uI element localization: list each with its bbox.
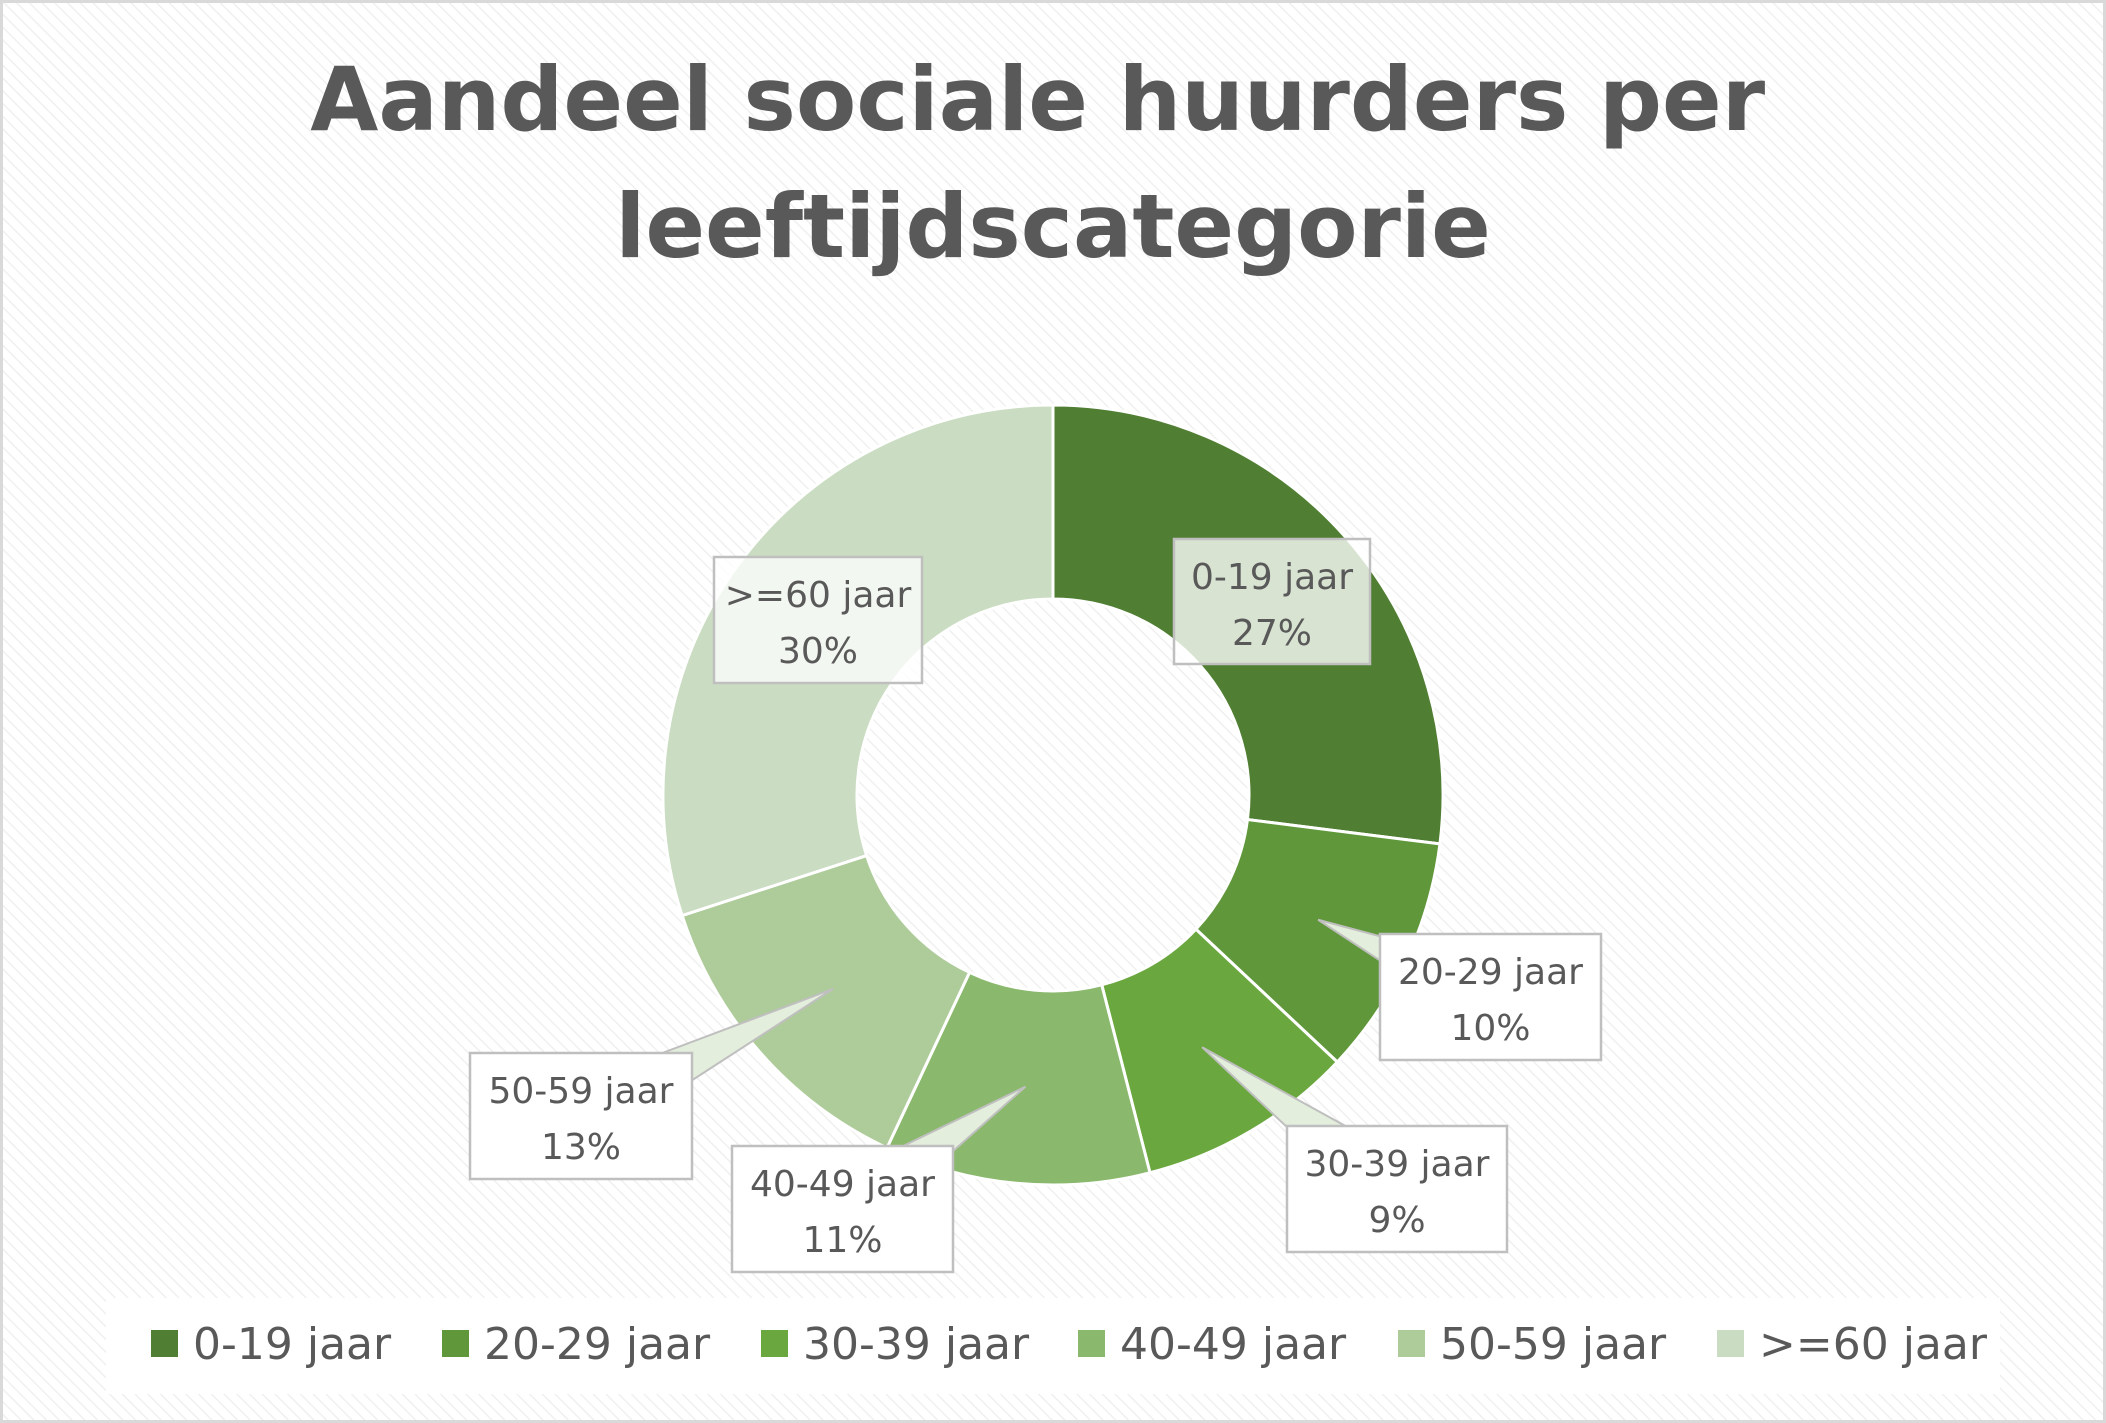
- label-box-20-29-jaar: [1378, 932, 1603, 1062]
- chart-title-line-1: Aandeel sociale huurders per: [310, 48, 1765, 151]
- legend-label-0-19-jaar: 0-19 jaar: [193, 1319, 392, 1370]
- legend-background: [106, 1298, 2000, 1394]
- label-value-20-29-jaar: 10%: [1450, 1008, 1530, 1049]
- legend-label-gte-60-jaar: >=60 jaar: [1759, 1319, 1988, 1370]
- label-category-40-49-jaar: 40-49 jaar: [750, 1164, 935, 1205]
- label-value-50-59-jaar: 13%: [541, 1127, 621, 1168]
- legend-swatch-20-29-jaar: [442, 1330, 469, 1357]
- legend-item-gte-60-jaar[interactable]: >=60 jaar: [1717, 1319, 1988, 1370]
- legend-label-30-39-jaar: 30-39 jaar: [803, 1319, 1030, 1370]
- label-box-30-39-jaar: [1285, 1124, 1509, 1254]
- label-box-0-19-jaar: [1172, 537, 1372, 666]
- label-box-gte-60-jaar: [712, 555, 924, 685]
- data-label-0-19-jaar: 0-19 jaar 27%: [1172, 537, 1372, 666]
- label-value-gte-60-jaar: 30%: [778, 631, 858, 672]
- legend-item-30-39-jaar[interactable]: 30-39 jaar: [761, 1319, 1030, 1370]
- legend-item-0-19-jaar[interactable]: 0-19 jaar: [151, 1319, 392, 1370]
- label-box-40-49-jaar: [730, 1144, 955, 1274]
- legend-swatch-0-19-jaar: [151, 1330, 178, 1357]
- legend-swatch-gte-60-jaar: [1717, 1330, 1744, 1357]
- data-label-20-29-jaar: 20-29 jaar 10%: [1317, 918, 1603, 1062]
- legend-item-40-49-jaar[interactable]: 40-49 jaar: [1078, 1319, 1347, 1370]
- label-category-0-19-jaar: 0-19 jaar: [1191, 557, 1353, 598]
- data-label-40-49-jaar: 40-49 jaar 11%: [730, 1085, 1027, 1274]
- chart-title-line-2: leeftijdscategorie: [615, 175, 1491, 278]
- label-value-40-49-jaar: 11%: [802, 1220, 882, 1261]
- legend: 0-19 jaar 20-29 jaar 30-39 jaar 40-49 jaar 5…: [151, 1319, 1988, 1370]
- legend-label-20-29-jaar: 20-29 jaar: [484, 1319, 711, 1370]
- legend-label-40-49-jaar: 40-49 jaar: [1120, 1319, 1347, 1370]
- data-labels: 0-19 jaar 27% 20-29 jaar 10% 30-39 jaar 9% 40-…: [468, 537, 1603, 1274]
- label-value-0-19-jaar: 27%: [1232, 613, 1312, 654]
- legend-swatch-50-59-jaar: [1398, 1330, 1425, 1357]
- legend-item-50-59-jaar[interactable]: 50-59 jaar: [1398, 1319, 1667, 1370]
- slice-50-59-jaar[interactable]: [680, 853, 972, 1150]
- label-value-30-39-jaar: 9%: [1368, 1200, 1425, 1241]
- legend-label-50-59-jaar: 50-59 jaar: [1440, 1319, 1667, 1370]
- chart-title: Aandeel sociale huurders per leeftijdsca…: [310, 48, 1795, 278]
- label-category-50-59-jaar: 50-59 jaar: [489, 1071, 674, 1112]
- label-category-20-29-jaar: 20-29 jaar: [1398, 952, 1583, 993]
- data-label-50-59-jaar: 50-59 jaar 13%: [468, 987, 834, 1181]
- label-category-30-39-jaar: 30-39 jaar: [1305, 1144, 1490, 1185]
- data-label-30-39-jaar: 30-39 jaar 9%: [1201, 1046, 1509, 1254]
- label-category-gte-60-jaar: >=60 jaar: [725, 575, 912, 616]
- label-box-50-59-jaar: [468, 1051, 694, 1181]
- legend-swatch-30-39-jaar: [761, 1330, 788, 1357]
- data-label-gte-60-jaar: >=60 jaar 30%: [712, 555, 924, 685]
- legend-swatch-40-49-jaar: [1078, 1330, 1105, 1357]
- legend-item-20-29-jaar[interactable]: 20-29 jaar: [442, 1319, 711, 1370]
